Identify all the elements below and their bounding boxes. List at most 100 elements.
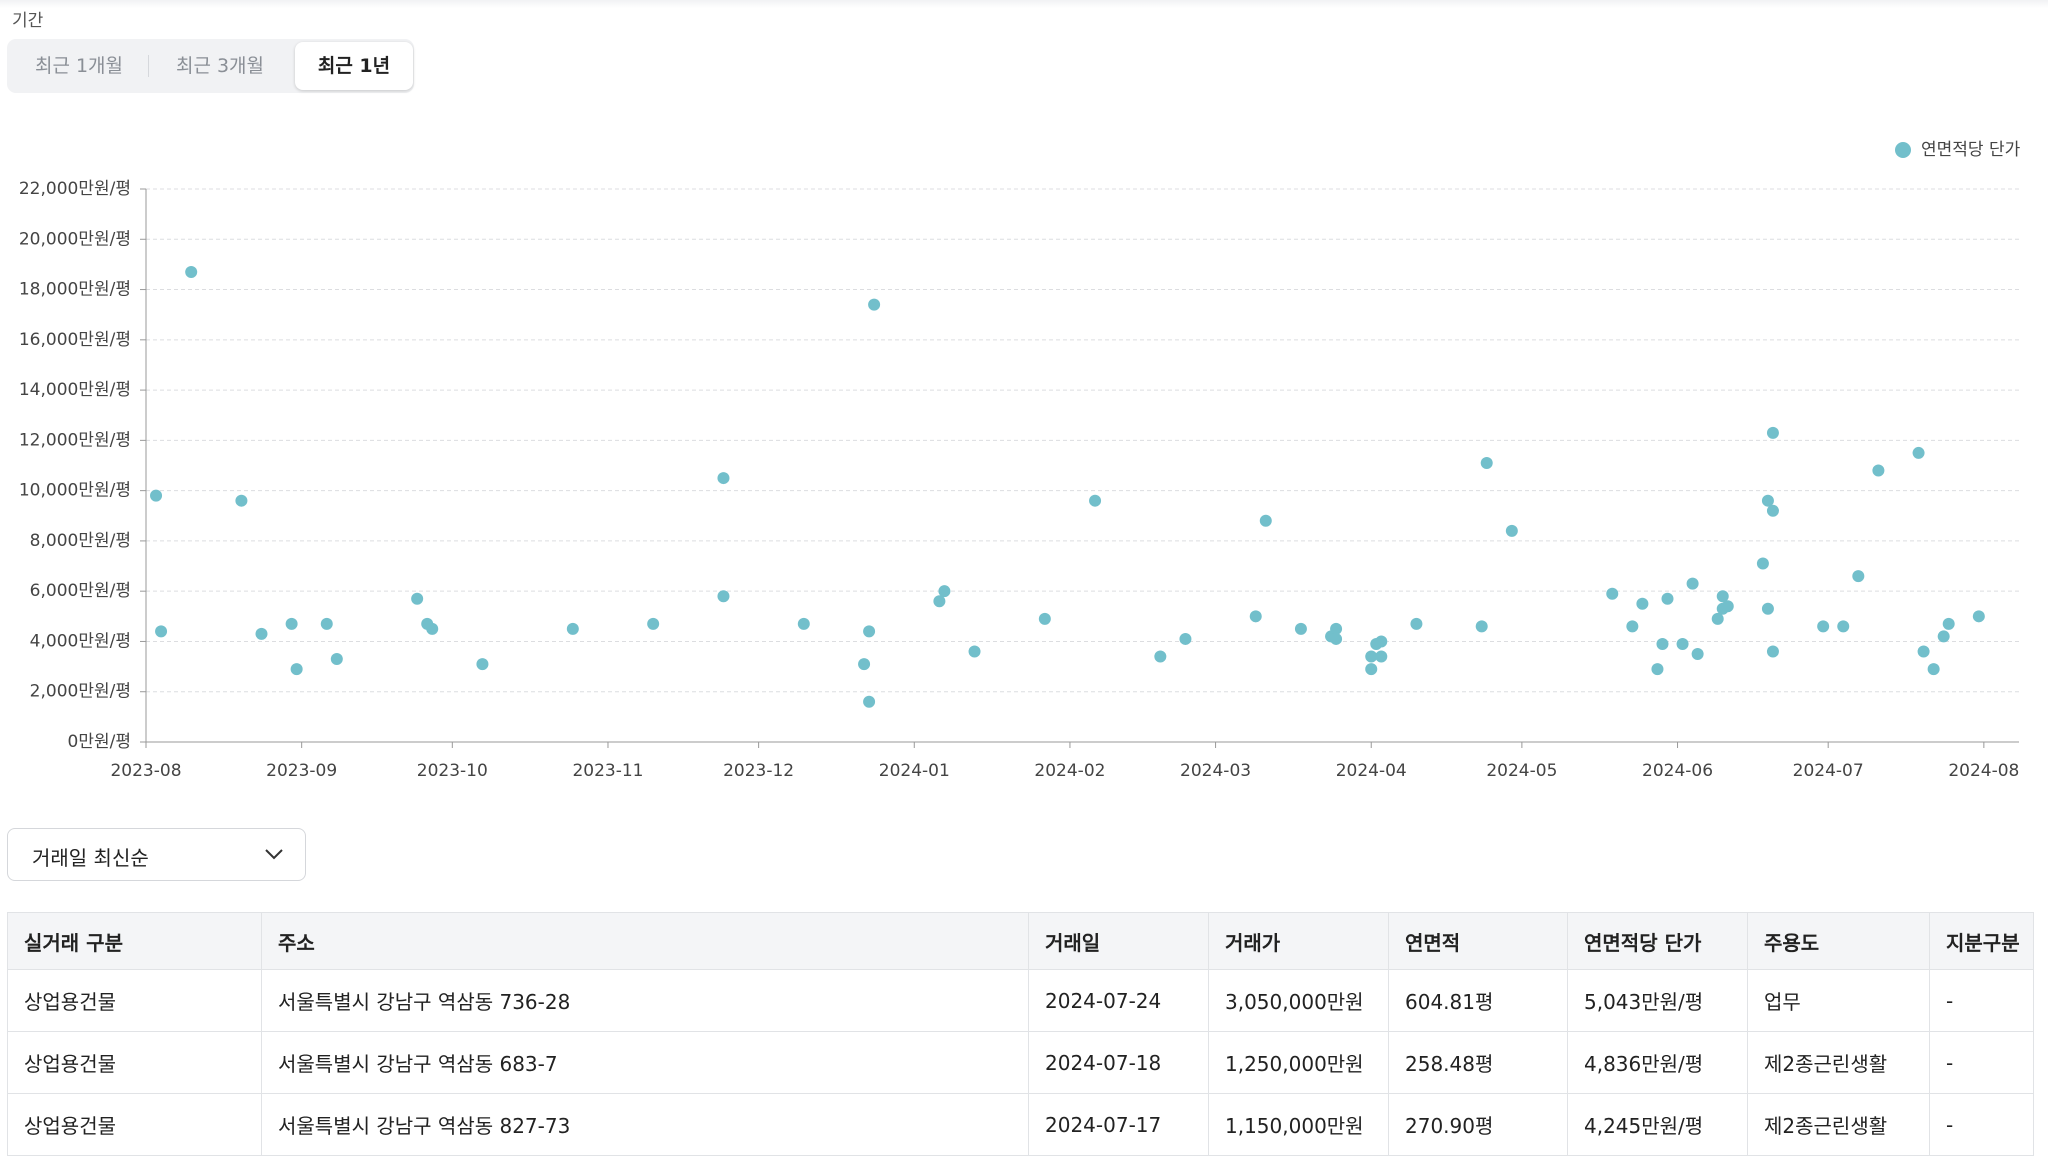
point xyxy=(1937,630,1950,643)
point xyxy=(933,595,946,608)
point xyxy=(1259,514,1272,527)
point xyxy=(320,617,333,630)
x-tick-label: 2024-07 xyxy=(1793,761,1864,781)
point xyxy=(235,494,248,507)
header-row: 실거래 구분 주소 거래일 거래가 연면적 연면적당 단가 주용도 지분구분 xyxy=(7,912,2034,970)
table-cell: 상업용건물 xyxy=(7,1031,262,1094)
point xyxy=(1872,464,1885,477)
point xyxy=(968,645,981,658)
point xyxy=(1766,645,1779,658)
column-header: 지분구분 xyxy=(1929,912,2034,970)
point xyxy=(1852,570,1865,583)
sort-dropdown[interactable]: 거래일 최신순 xyxy=(7,828,306,881)
table-cell: 2024-07-24 xyxy=(1028,969,1209,1032)
y-tick-label: 16,000만원/평 xyxy=(19,330,131,350)
table-row[interactable]: 상업용건물 서울특별시 강남구 역삼동 683-7 2024-07-18 1,250,… xyxy=(7,1031,2034,1094)
table-cell: 5,043만원/평 xyxy=(1567,969,1748,1032)
table-cell: 서울특별시 강남구 역삼동 736-28 xyxy=(261,969,1029,1032)
point xyxy=(1410,617,1423,630)
table-cell: 1,150,000만원 xyxy=(1208,1093,1389,1156)
table-cell: 제2종근린생활 xyxy=(1747,1093,1930,1156)
point xyxy=(1626,620,1639,633)
point xyxy=(1912,446,1925,459)
point xyxy=(1636,597,1649,610)
column-header: 거래일 xyxy=(1028,912,1209,970)
point xyxy=(1766,426,1779,439)
point xyxy=(868,298,881,311)
point xyxy=(1691,648,1704,661)
y-tick-label: 4,000만원/평 xyxy=(30,631,131,651)
chart: 0만원/평 2,000만원/평 4,000만원/평 6,000만원/평 8,000만원/… xyxy=(19,140,2021,781)
point xyxy=(1761,494,1774,507)
y-tick-label: 8,000만원/평 xyxy=(30,531,131,551)
point xyxy=(1917,645,1930,658)
transaction-table: 실거래 구분 주소 거래일 거래가 연면적 연면적당 단가 주용도 지분구분 상업용건물 서울특… xyxy=(7,912,2034,1156)
point xyxy=(1294,622,1307,635)
x-tick-label: 2024-02 xyxy=(1034,761,1105,781)
point xyxy=(797,617,810,630)
point xyxy=(1927,663,1940,676)
point xyxy=(155,625,168,638)
period-option[interactable]: 최근 1년 xyxy=(295,42,413,90)
point xyxy=(938,585,951,598)
point xyxy=(426,622,439,635)
table-cell: 3,050,000만원 xyxy=(1208,969,1389,1032)
point xyxy=(1365,663,1378,676)
table-cell: 4,836만원/평 xyxy=(1567,1031,1748,1094)
point xyxy=(1721,600,1734,613)
y-tick-label: 14,000만원/평 xyxy=(19,380,131,400)
table-cell: 4,245만원/평 xyxy=(1567,1093,1748,1156)
point xyxy=(255,627,268,640)
point xyxy=(290,663,303,676)
point xyxy=(1817,620,1830,633)
legend-marker xyxy=(1895,142,1911,158)
point xyxy=(1089,494,1102,507)
y-tick-label: 18,000만원/평 xyxy=(19,280,131,300)
table-cell: 258.48평 xyxy=(1388,1031,1568,1094)
point xyxy=(863,625,876,638)
point xyxy=(717,590,730,603)
x-tick-label: 2024-04 xyxy=(1336,761,1407,781)
point xyxy=(1330,632,1343,645)
period-selector: 최근 1개월 최근 3개월 최근 1년 xyxy=(7,39,414,93)
point xyxy=(1676,637,1689,650)
chevron xyxy=(265,849,283,860)
x-tick-label: 2024-05 xyxy=(1486,761,1557,781)
point xyxy=(285,617,298,630)
period-option[interactable]: 최근 3개월 xyxy=(175,55,265,77)
point xyxy=(647,617,660,630)
point xyxy=(1038,612,1051,625)
top-shade xyxy=(0,0,2048,8)
column-header: 주소 xyxy=(261,912,1029,970)
x-tick-label: 2024-01 xyxy=(879,761,950,781)
table-row[interactable]: 상업용건물 서울특별시 강남구 역삼동 736-28 2024-07-24 3,050… xyxy=(7,969,2034,1032)
table-cell: 270.90평 xyxy=(1388,1093,1568,1156)
point xyxy=(717,472,730,485)
point xyxy=(1365,650,1378,663)
x-tick-label: 2024-06 xyxy=(1642,761,1713,781)
y-tick-label: 6,000만원/평 xyxy=(30,581,131,601)
point xyxy=(1249,610,1262,623)
y-tick-label: 12,000만원/평 xyxy=(19,430,131,450)
table-cell: - xyxy=(1929,1093,2034,1156)
table-cell: 서울특별시 강남구 역삼동 827-73 xyxy=(261,1093,1029,1156)
legend-label: 연면적당 단가 xyxy=(1921,140,2021,160)
point xyxy=(1837,620,1850,633)
column-header: 거래가 xyxy=(1208,912,1389,970)
x-tick-label: 2023-08 xyxy=(110,761,181,781)
point xyxy=(566,622,579,635)
table-cell: 1,250,000만원 xyxy=(1208,1031,1389,1094)
y-tick-label: 2,000만원/평 xyxy=(30,682,131,702)
point xyxy=(185,265,198,278)
point xyxy=(1686,577,1699,590)
table-cell: 604.81평 xyxy=(1388,969,1568,1032)
point xyxy=(1330,622,1343,635)
period-option[interactable]: 최근 1개월 xyxy=(34,55,124,77)
table-cell: 상업용건물 xyxy=(7,969,262,1032)
table-row[interactable]: 상업용건물 서울특별시 강남구 역삼동 827-73 2024-07-17 1,150… xyxy=(7,1093,2034,1156)
table-cell: 서울특별시 강남구 역삼동 683-7 xyxy=(261,1031,1029,1094)
column-header: 주용도 xyxy=(1747,912,1930,970)
table-cell: 상업용건물 xyxy=(7,1093,262,1156)
point xyxy=(1375,650,1388,663)
